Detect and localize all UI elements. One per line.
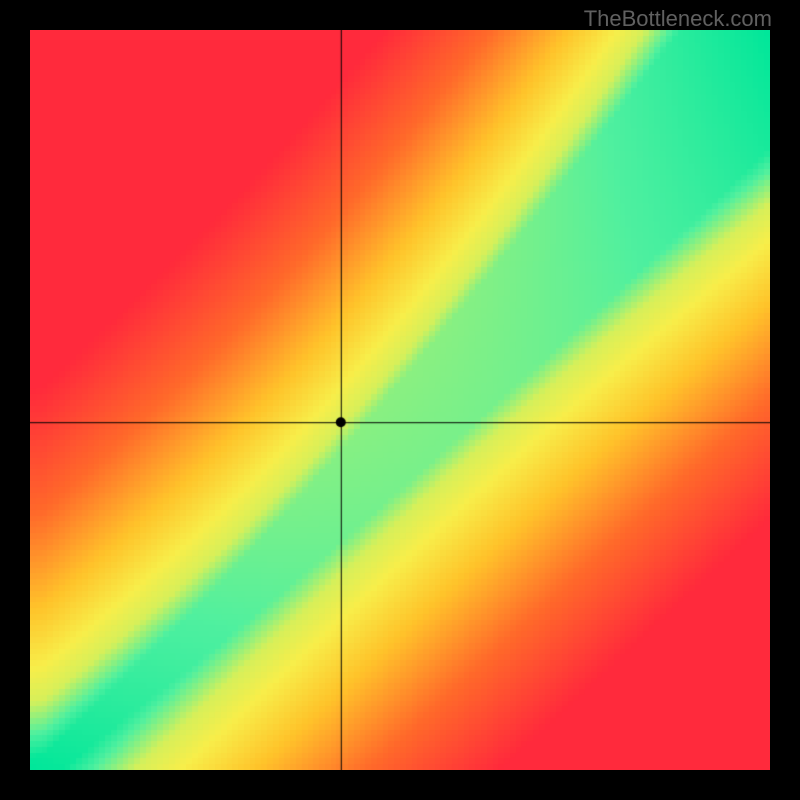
heatmap-canvas [30, 30, 770, 770]
watermark-text: TheBottleneck.com [584, 6, 772, 32]
chart-container: { "watermark": { "text": "TheBottleneck.… [0, 0, 800, 800]
